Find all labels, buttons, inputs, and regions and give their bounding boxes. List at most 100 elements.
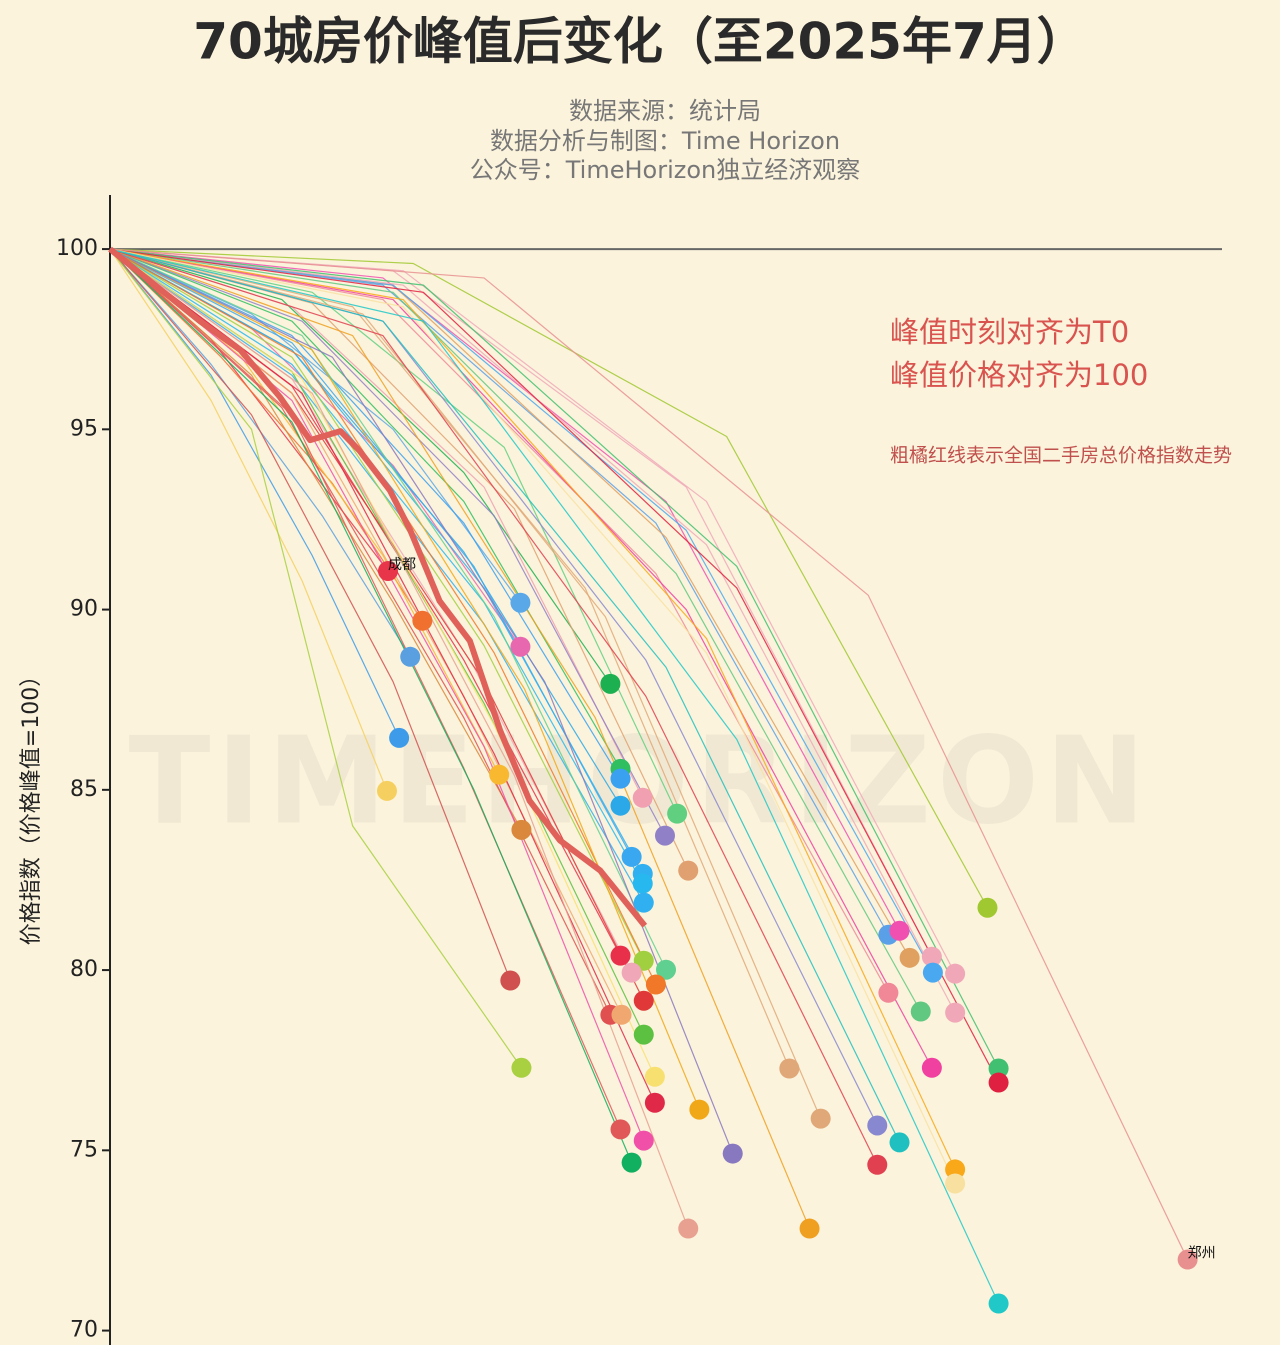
end-point (678, 1218, 699, 1239)
y-tick-label: 80 (70, 957, 98, 982)
annotation: 峰值价格对齐为100 (890, 358, 1148, 392)
end-point (500, 970, 521, 991)
line (109, 248, 667, 970)
end-point (610, 768, 631, 789)
end-point (510, 636, 531, 657)
line (109, 248, 878, 1166)
line (109, 248, 689, 1229)
y-tick-label: 70 (70, 1318, 98, 1343)
line (109, 248, 1000, 1069)
line (109, 248, 644, 875)
line (109, 248, 522, 831)
end-point (656, 959, 676, 980)
line (109, 248, 1000, 1083)
city-label: 郑州 (1188, 1246, 1216, 1262)
line (109, 248, 666, 836)
line (109, 248, 611, 1016)
line (109, 248, 1000, 1304)
line (108, 246, 648, 928)
end-point (945, 1002, 966, 1023)
annotation: 粗橘红线表示全国二手房总价格指数走势 (890, 445, 1232, 467)
end-point (610, 1119, 631, 1140)
end-point (945, 1159, 966, 1180)
line (109, 248, 633, 1163)
line (109, 248, 956, 1013)
end-point (400, 646, 421, 667)
end-point (510, 592, 531, 613)
line (109, 248, 400, 739)
end-point (633, 1024, 654, 1045)
end-point (621, 962, 642, 983)
chart-title: 70城房价峰值后变化（至2025年7月） (193, 13, 1087, 71)
line (109, 248, 822, 1119)
end-point (977, 897, 998, 918)
end-point (988, 1072, 1009, 1093)
line (109, 248, 511, 981)
line (109, 248, 811, 1229)
end-point (921, 946, 942, 967)
line (109, 248, 922, 1012)
end-point (611, 1004, 632, 1025)
end-point (945, 1173, 966, 1194)
line (109, 248, 622, 1130)
line (109, 248, 889, 994)
subtitle: 数据分析与制图：Time Horizon (490, 127, 840, 155)
end-point (922, 962, 943, 983)
y-tick-label: 100 (56, 236, 98, 261)
line (109, 248, 423, 622)
end-point (899, 947, 920, 968)
end-point (889, 1132, 910, 1153)
end-point (799, 1218, 820, 1239)
end-point (779, 1058, 800, 1079)
end-point (378, 561, 398, 582)
y-tick-label: 90 (70, 597, 98, 622)
line (109, 248, 622, 779)
line (109, 248, 656, 1078)
line (109, 248, 611, 685)
end-point (376, 780, 397, 801)
end-point (889, 920, 910, 941)
line (109, 248, 934, 973)
end-point (810, 1108, 831, 1129)
end-point (633, 1130, 654, 1151)
end-point (644, 1066, 665, 1087)
end-point (910, 1001, 931, 1022)
watermark: TIMEHORIZON (129, 713, 1152, 852)
end-point (1177, 1249, 1198, 1270)
end-point (988, 1293, 1009, 1314)
end-point (654, 825, 675, 846)
end-point (511, 1057, 532, 1078)
end-point (389, 727, 410, 748)
y-tick-label: 95 (70, 416, 98, 441)
line (109, 248, 889, 936)
end-point (867, 1115, 888, 1136)
end-point (644, 1092, 665, 1113)
subtitle: 数据来源：统计局 (569, 97, 761, 125)
line (109, 248, 411, 658)
end-point (633, 990, 654, 1011)
end-point (489, 764, 510, 785)
line (109, 248, 933, 1069)
end-point (667, 803, 688, 824)
city-label: 成都 (388, 557, 416, 573)
end-point (921, 1057, 942, 1078)
end-point (722, 1143, 743, 1164)
line (109, 248, 956, 1184)
line (109, 248, 1189, 1260)
end-point (945, 963, 966, 984)
end-point (645, 974, 666, 995)
end-point (610, 945, 631, 966)
end-point (867, 1154, 888, 1175)
line (109, 248, 956, 1170)
y-tick-label: 75 (70, 1137, 98, 1162)
end-point (633, 892, 654, 913)
end-point (988, 1058, 1009, 1079)
end-point (610, 795, 631, 816)
line (109, 248, 656, 1103)
end-point (600, 673, 621, 694)
line (109, 248, 988, 909)
line (109, 248, 645, 961)
end-point (511, 819, 532, 840)
